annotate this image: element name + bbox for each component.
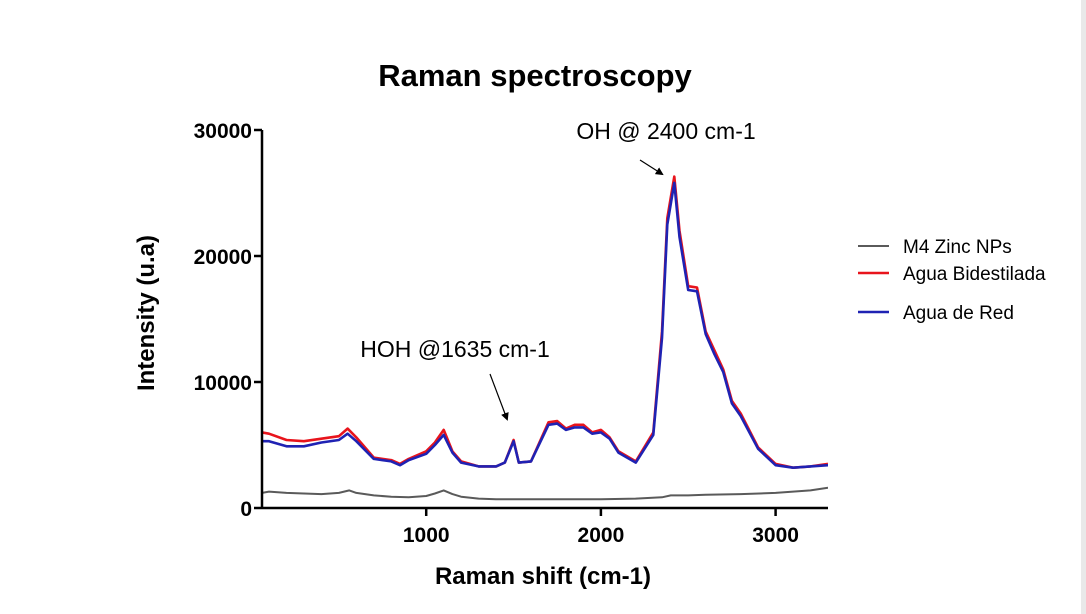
- annotation-arrow: [489, 373, 509, 421]
- series-line-agua-bidestilada: [262, 175, 828, 470]
- annotation-label: HOH @1635 cm-1: [360, 336, 550, 362]
- chart-title: Raman spectroscopy: [378, 58, 692, 93]
- legend-label: Agua Bidestilada: [903, 264, 1046, 285]
- window-edge: [1081, 0, 1086, 614]
- series-line-m4-zinc-nps: [262, 486, 828, 501]
- x-tick-label: 3000: [752, 524, 799, 547]
- y-tick-label: 30000: [194, 120, 252, 143]
- x-tick-label: 1000: [403, 524, 450, 547]
- x-tick-label: 2000: [578, 524, 625, 547]
- y-tick-label: 20000: [194, 246, 252, 269]
- annotation-arrow: [639, 159, 664, 176]
- legend-label: M4 Zinc NPs: [903, 237, 1012, 258]
- y-axis-title: Intensity (u.a): [133, 235, 160, 391]
- legend-label: Agua de Red: [903, 303, 1014, 324]
- y-tick-label: 10000: [194, 372, 252, 395]
- series-line-agua-de-red: [262, 181, 828, 470]
- y-tick-label: 0: [240, 498, 252, 521]
- annotation-label: OH @ 2400 cm-1: [576, 118, 755, 144]
- x-axis-title: Raman shift (cm-1): [435, 563, 651, 590]
